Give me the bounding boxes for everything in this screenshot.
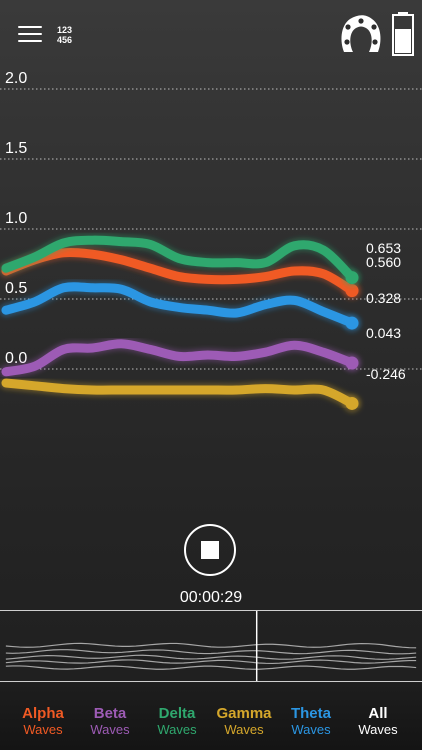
y-tick-label: 1.0 <box>5 210 27 227</box>
delta-overview-trace <box>5 642 417 649</box>
stop-icon <box>201 541 219 559</box>
tab-alpha-waves[interactable]: Alpha Waves <box>10 705 76 737</box>
app-header: 123 456 <box>0 0 422 70</box>
alpha-endpoint <box>345 284 359 298</box>
tab-label: Theta <box>290 705 331 722</box>
headset-icon[interactable] <box>338 12 384 58</box>
menu-icon[interactable] <box>18 24 42 44</box>
gamma-overview-trace <box>5 665 417 670</box>
gamma-end-value: -0.246 <box>366 366 406 382</box>
tab-sublabel: Waves <box>358 722 398 737</box>
wave-tab-bar: Alpha Waves Beta Waves Delta Waves Gamma Waves T… <box>0 683 422 750</box>
tab-label: Alpha <box>22 705 64 722</box>
gamma-series-line <box>1 378 357 408</box>
session-overview-scrubber[interactable] <box>0 610 422 682</box>
alpha-series-line <box>1 247 357 296</box>
tab-label: Delta <box>158 705 196 722</box>
tab-delta-waves[interactable]: Delta Waves <box>144 705 210 737</box>
y-tick-label: 1.5 <box>5 140 27 157</box>
battery-icon <box>392 12 414 56</box>
tab-all-waves[interactable]: All Waves <box>345 705 411 737</box>
tab-gamma-waves[interactable]: Gamma Waves <box>211 705 277 737</box>
alpha-overview-trace <box>5 649 417 655</box>
stop-button[interactable] <box>184 524 236 576</box>
tab-theta-waves[interactable]: Theta Waves <box>278 705 344 737</box>
tab-label: All <box>368 705 388 722</box>
beta-overview-trace <box>5 659 417 664</box>
session-timer: 00:00:29 <box>179 589 243 606</box>
y-tick-label: 0.0 <box>5 350 27 367</box>
numeric-display-icon[interactable]: 123 456 <box>57 25 72 45</box>
tab-label: Gamma <box>216 705 272 722</box>
gamma-endpoint <box>345 396 359 410</box>
tab-sublabel: Waves <box>157 722 197 737</box>
tab-sublabel: Waves <box>224 722 264 737</box>
y-tick-label: 0.5 <box>5 280 27 297</box>
numpad-top: 123 <box>57 25 73 35</box>
tab-sublabel: Waves <box>23 722 63 737</box>
delta-endpoint <box>345 271 359 285</box>
theta-overview-trace <box>5 654 417 660</box>
tab-label: Beta <box>93 705 127 722</box>
alpha-end-value: 0.560 <box>366 254 401 270</box>
delta-end-value: 0.653 <box>366 240 401 256</box>
beta-series-line <box>1 339 357 377</box>
numpad-bottom: 456 <box>57 35 73 45</box>
tab-beta-waves[interactable]: Beta Waves <box>77 705 143 737</box>
delta-series-line <box>1 235 357 283</box>
theta-series-line <box>1 282 357 328</box>
theta-end-value: 0.328 <box>366 290 401 306</box>
y-tick-label: 2.0 <box>5 70 27 87</box>
tab-sublabel: Waves <box>291 722 331 737</box>
tab-sublabel: Waves <box>90 722 130 737</box>
beta-endpoint <box>345 356 359 370</box>
beta-end-value: 0.043 <box>366 325 401 341</box>
theta-endpoint <box>345 316 359 330</box>
